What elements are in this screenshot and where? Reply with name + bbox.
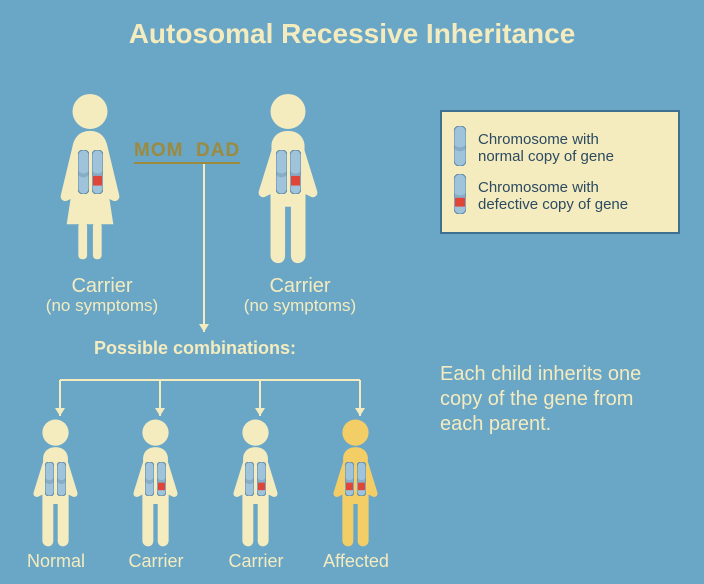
legend-box: Chromosome withnormal copy of gene Chrom… [440, 110, 680, 234]
mom-chromosomes [78, 150, 103, 199]
mom-label: Carrier (no symptoms) [42, 275, 162, 316]
dad-chromosomes [276, 150, 301, 199]
mom-text: MOM [134, 140, 183, 161]
mom-dad-label: MOM DAD [134, 140, 240, 164]
child-chromosomes [145, 462, 166, 501]
child-chromosomes [345, 462, 366, 501]
child-chromosomes [245, 462, 266, 501]
chromosome-icon [454, 126, 466, 170]
diagram-title: Autosomal Recessive Inheritance [0, 18, 704, 50]
child-label: Affected [310, 552, 402, 572]
legend-row: Chromosome withnormal copy of gene [454, 126, 666, 170]
diagram-canvas: Autosomal Recessive Inheritance Chromoso… [0, 0, 704, 584]
chromosome-icon [454, 174, 466, 218]
label-sub: (no symptoms) [240, 297, 360, 316]
child-chromosomes [45, 462, 66, 501]
label-text: Carrier [42, 275, 162, 297]
dad-text: DAD [196, 140, 240, 161]
legend-label: Chromosome withdefective copy of gene [478, 179, 628, 214]
label-sub: (no symptoms) [42, 297, 162, 316]
legend-label: Chromosome withnormal copy of gene [478, 131, 614, 166]
child-label: Normal [10, 552, 102, 572]
child-label: Carrier [110, 552, 202, 572]
child-label: Carrier [210, 552, 302, 572]
legend-row: Chromosome withdefective copy of gene [454, 174, 666, 218]
dad-label: Carrier (no symptoms) [240, 275, 360, 316]
label-text: Carrier [240, 275, 360, 297]
combinations-heading: Possible combinations: [94, 338, 296, 359]
explanation-text: Each child inherits onecopy of the gene … [440, 362, 641, 437]
